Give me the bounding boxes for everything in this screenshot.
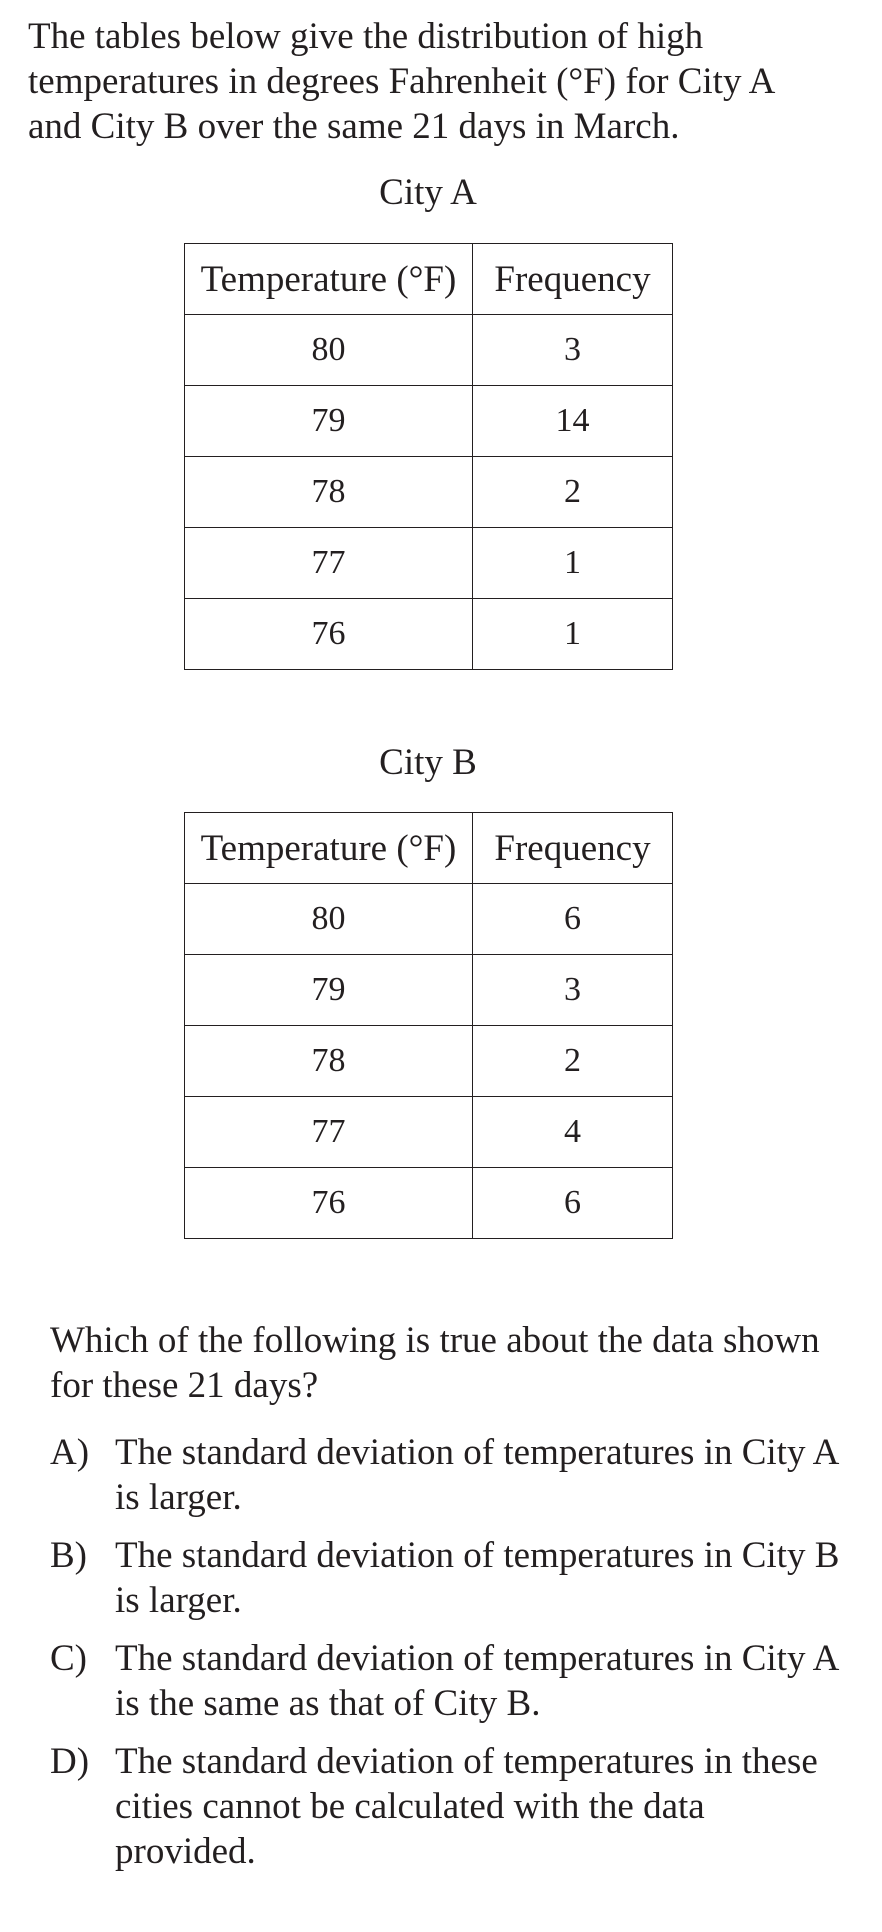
city-b-table: Temperature (°F) Frequency 80 6 79 3 78 … bbox=[184, 812, 673, 1239]
choice-text: The standard deviation of temperatures i… bbox=[115, 1535, 840, 1621]
choice-letter: C) bbox=[50, 1638, 87, 1679]
temperature-cell: 78 bbox=[184, 1025, 473, 1097]
temperature-cell: 80 bbox=[184, 883, 473, 955]
frequency-cell: 3 bbox=[472, 954, 673, 1026]
temperature-cell: 76 bbox=[184, 598, 473, 670]
frequency-cell: 2 bbox=[472, 456, 673, 528]
table-header-row: Temperature (°F) Frequency bbox=[184, 243, 673, 315]
table-row: 79 14 bbox=[184, 385, 673, 457]
temperature-cell: 77 bbox=[184, 1096, 473, 1168]
frequency-cell: 6 bbox=[472, 1167, 673, 1239]
temperature-header: Temperature (°F) bbox=[184, 812, 473, 884]
answer-choices: A) The standard deviation of temperature… bbox=[50, 1430, 850, 1887]
choice-letter: D) bbox=[50, 1741, 90, 1782]
frequency-cell: 14 bbox=[472, 385, 673, 457]
table-row: 80 6 bbox=[184, 883, 673, 955]
frequency-cell: 4 bbox=[472, 1096, 673, 1168]
table-row: 80 3 bbox=[184, 314, 673, 386]
choice-a[interactable]: A) The standard deviation of temperature… bbox=[50, 1430, 850, 1520]
table-row: 77 1 bbox=[184, 527, 673, 599]
city-a-title: City A bbox=[379, 172, 477, 213]
frequency-header: Frequency bbox=[472, 812, 673, 884]
intro-text: The tables below give the distribution o… bbox=[28, 16, 774, 147]
city-b-title: City B bbox=[379, 742, 477, 783]
frequency-header: Frequency bbox=[472, 243, 673, 315]
choice-letter: A) bbox=[50, 1432, 90, 1473]
table-row: 76 6 bbox=[184, 1167, 673, 1239]
choice-text: The standard deviation of temperatures i… bbox=[115, 1741, 818, 1872]
frequency-cell: 3 bbox=[472, 314, 673, 386]
temperature-cell: 80 bbox=[184, 314, 473, 386]
choice-d[interactable]: D) The standard deviation of temperature… bbox=[50, 1739, 850, 1874]
table-row: 79 3 bbox=[184, 954, 673, 1026]
temperature-cell: 77 bbox=[184, 527, 473, 599]
question-stem: Which of the following is true about the… bbox=[50, 1320, 820, 1406]
table-header-row: Temperature (°F) Frequency bbox=[184, 812, 673, 884]
table-row: 78 2 bbox=[184, 456, 673, 528]
frequency-cell: 6 bbox=[472, 883, 673, 955]
temperature-cell: 76 bbox=[184, 1167, 473, 1239]
temperature-cell: 78 bbox=[184, 456, 473, 528]
frequency-cell: 1 bbox=[472, 527, 673, 599]
temperature-header: Temperature (°F) bbox=[184, 243, 473, 315]
city-a-table: Temperature (°F) Frequency 80 3 79 14 78… bbox=[184, 243, 673, 670]
frequency-cell: 2 bbox=[472, 1025, 673, 1097]
frequency-cell: 1 bbox=[472, 598, 673, 670]
choice-letter: B) bbox=[50, 1535, 87, 1576]
table-row: 78 2 bbox=[184, 1025, 673, 1097]
choice-text: The standard deviation of temperatures i… bbox=[115, 1432, 838, 1518]
temperature-cell: 79 bbox=[184, 385, 473, 457]
temperature-cell: 79 bbox=[184, 954, 473, 1026]
choice-b[interactable]: B) The standard deviation of temperature… bbox=[50, 1533, 850, 1623]
choice-c[interactable]: C) The standard deviation of temperature… bbox=[50, 1636, 850, 1726]
choice-text: The standard deviation of temperatures i… bbox=[115, 1638, 838, 1724]
table-row: 76 1 bbox=[184, 598, 673, 670]
table-row: 77 4 bbox=[184, 1096, 673, 1168]
